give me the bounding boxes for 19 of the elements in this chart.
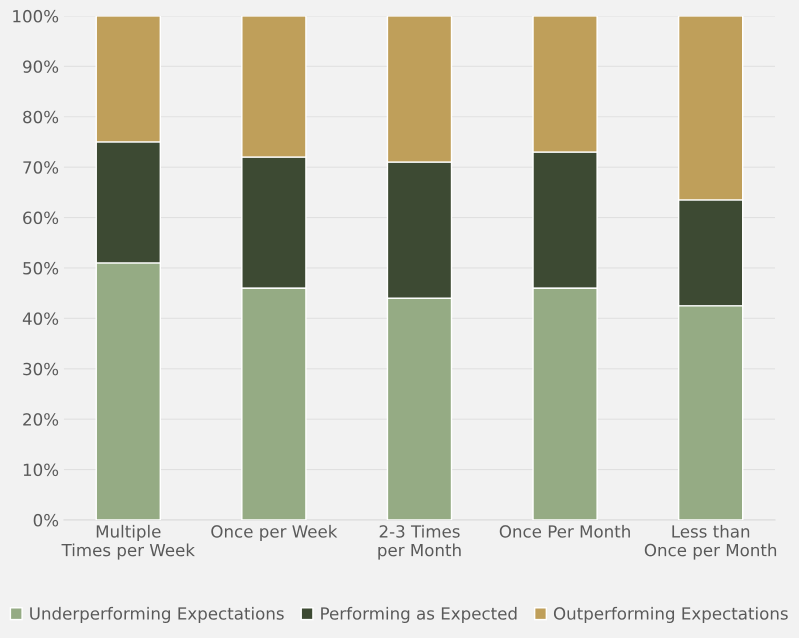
y-tick-label: 60% <box>23 212 58 224</box>
legend-label: Underperforming Expectations <box>30 606 284 623</box>
x-tick-label: Once per Week <box>211 524 338 541</box>
y-tick-label: 40% <box>22 312 58 325</box>
y-tick-label: 30% <box>23 362 58 376</box>
x-tick-label: Multiple Times per Week <box>62 524 195 560</box>
y-tick-label: 100% <box>13 10 58 23</box>
y-tick-label: 0% <box>34 514 58 527</box>
y-tick-label: 70% <box>23 161 58 174</box>
x-tick-label: 2-3 Times per Month <box>378 524 461 560</box>
x-tick-label: Once Per Month <box>500 524 630 538</box>
y-tick-label: 80% <box>23 110 58 124</box>
legend-label: Outperforming Expectations <box>554 606 788 623</box>
y-tick-label: 20% <box>23 413 58 426</box>
legend-label: Performing as Expected <box>321 606 516 623</box>
y-tick-label: 10% <box>24 464 58 476</box>
x-tick-label: Less than Once per Month <box>644 524 776 560</box>
y-tick-label: 50% <box>23 262 58 275</box>
y-tick-label: 90% <box>23 60 58 73</box>
